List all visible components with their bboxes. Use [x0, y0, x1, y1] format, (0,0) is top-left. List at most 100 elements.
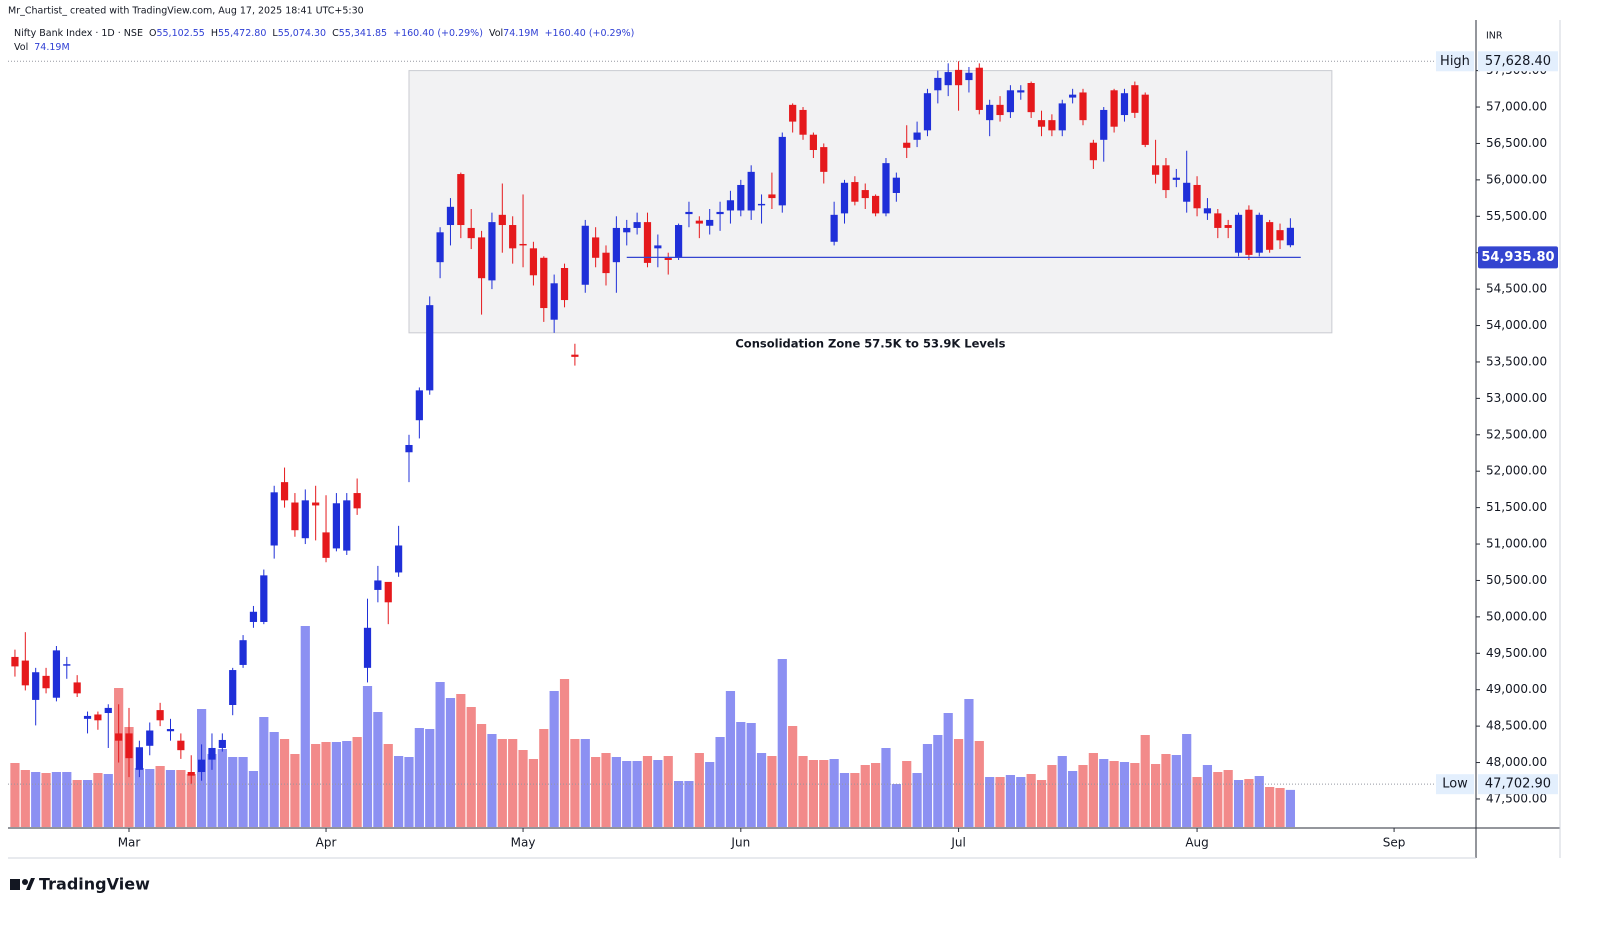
y-tick-label: 53,000.00	[1486, 391, 1547, 405]
volume-bar	[1057, 756, 1067, 827]
volume-bar	[518, 750, 528, 827]
x-tick-label: Sep	[1383, 836, 1406, 850]
volume-bar	[559, 679, 570, 827]
y-tick-label: 47,500.00	[1486, 791, 1547, 805]
volume-bar	[51, 772, 62, 827]
volume-bar	[1088, 753, 1098, 827]
candle-body	[1276, 230, 1284, 241]
volume-bar	[1078, 765, 1088, 827]
candle-body	[1245, 209, 1253, 255]
candle-body	[446, 206, 455, 226]
candle-body	[115, 733, 123, 741]
volume-bar	[591, 757, 601, 827]
volume-bar	[850, 773, 860, 827]
volume-bar	[238, 757, 248, 827]
candle-body	[1027, 83, 1035, 113]
candle-body	[1120, 93, 1129, 116]
candle-body	[177, 740, 185, 751]
candle-body	[1058, 103, 1066, 131]
volume-bar	[259, 717, 269, 827]
volume-bar	[673, 781, 684, 827]
y-tick-label: 51,500.00	[1486, 500, 1547, 514]
candle-body	[674, 225, 683, 258]
volume-bar	[684, 781, 694, 827]
candle-body	[239, 640, 247, 665]
volume-bar	[964, 699, 974, 827]
volume-bar	[311, 744, 321, 827]
candle-body	[716, 211, 724, 215]
x-tick-label: Jul	[950, 836, 965, 850]
candle-body	[218, 739, 226, 748]
candle-body	[986, 104, 994, 121]
candle-body	[146, 730, 154, 746]
volume-bar	[41, 773, 51, 827]
candle-body	[42, 675, 50, 689]
legend-line: Nifty Bank Index · 1D · NSE O55,102.55 H…	[14, 28, 634, 39]
candle-body	[1234, 214, 1243, 253]
volume-bar	[860, 765, 870, 827]
candle-body	[229, 670, 237, 706]
volume-bar	[871, 763, 881, 827]
candle-body	[312, 502, 320, 506]
candle-body	[73, 682, 81, 694]
candle-body	[768, 194, 776, 199]
volume-bar	[1223, 770, 1233, 827]
y-tick-label: 49,500.00	[1486, 646, 1547, 660]
extreme-value: 47,702.90	[1485, 777, 1551, 792]
candle-body	[291, 502, 299, 531]
volume-bar	[1213, 772, 1223, 827]
x-tick-label: Aug	[1185, 836, 1208, 850]
extreme-value: 57,628.40	[1485, 54, 1551, 69]
candle-body	[529, 248, 538, 276]
volume-bar	[1005, 775, 1016, 827]
candle-body	[249, 611, 258, 622]
key-low: L	[272, 28, 278, 39]
volume-pane	[10, 626, 1295, 827]
volume-bar	[767, 756, 777, 827]
volume-bar	[508, 739, 518, 827]
volume-bar	[1192, 777, 1202, 827]
volume-bar	[228, 757, 238, 827]
candle-body	[747, 171, 755, 211]
vol-key: Vol	[489, 28, 503, 39]
volume-bar	[290, 754, 300, 827]
volume-bar	[705, 762, 715, 827]
candle-body	[457, 174, 465, 226]
candle-body	[135, 747, 143, 770]
candle-body	[633, 222, 641, 228]
candle-body	[1183, 182, 1191, 202]
candle-body	[1048, 120, 1056, 131]
x-tick-label: Apr	[316, 836, 337, 850]
volume-bar	[1275, 788, 1285, 827]
candle-body	[395, 545, 403, 573]
candle-body	[820, 147, 828, 172]
volume-bar	[1068, 771, 1078, 827]
volume-bar	[93, 773, 103, 827]
candle-body	[1193, 184, 1201, 209]
close-text: 55,341.85	[339, 28, 387, 39]
volume-bar	[985, 777, 995, 827]
volume-bar	[1036, 780, 1047, 827]
candle-body	[851, 182, 859, 202]
volume-bar	[922, 744, 933, 827]
logo-text: TradingView	[39, 875, 150, 894]
volume-bar	[902, 761, 912, 827]
y-tick-label: 54,500.00	[1486, 282, 1547, 296]
volume-bar	[1254, 776, 1264, 827]
volume-bar	[974, 741, 984, 827]
volume-bar	[829, 759, 839, 827]
candle-body	[363, 627, 372, 668]
volume-bar	[62, 772, 72, 827]
volume-bar	[528, 759, 539, 827]
candle-body	[592, 237, 600, 258]
volume-bar	[487, 734, 497, 827]
low-text: 55,074.30	[278, 28, 326, 39]
key-high: H	[211, 28, 218, 39]
extreme-name: Low	[1442, 777, 1468, 792]
volume-bar	[269, 732, 279, 827]
volume-bar	[1047, 765, 1057, 827]
volume-bar	[1119, 762, 1130, 827]
candle-body	[913, 132, 921, 140]
candle-body	[654, 245, 662, 249]
volume-bar	[777, 659, 787, 827]
